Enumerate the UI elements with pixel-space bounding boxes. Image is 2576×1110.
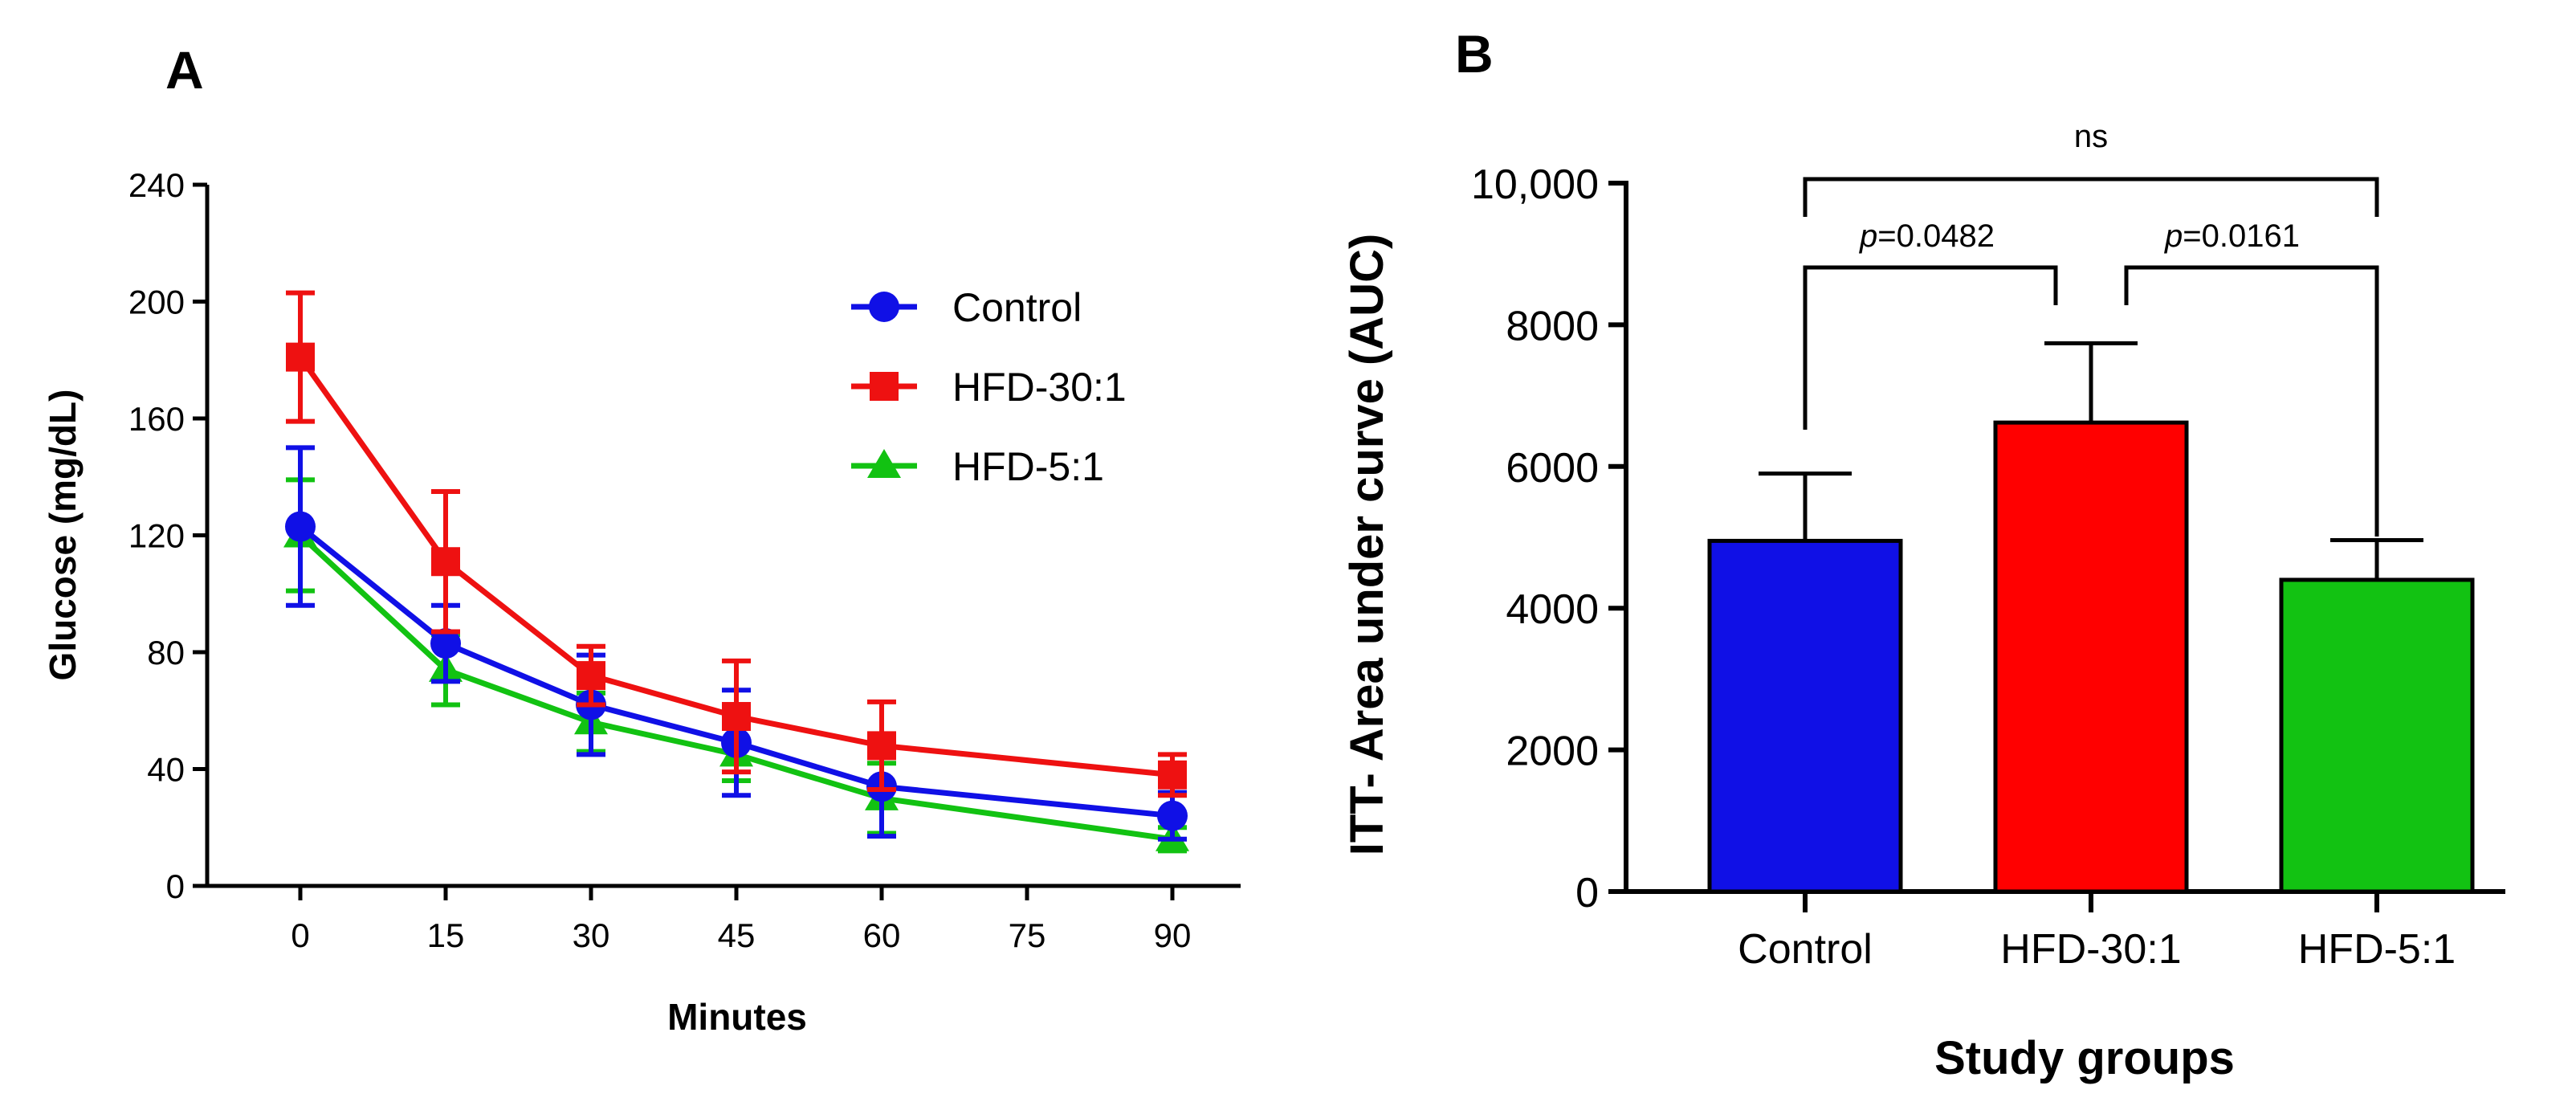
- panel-a-x-ticks: 0 15 30 45 60 75 90: [291, 886, 1191, 954]
- series-line: [298, 533, 1173, 843]
- series-control: [285, 445, 1188, 842]
- data-point: [430, 628, 461, 659]
- p-value-label: ns: [2074, 119, 2108, 154]
- legend-marker: [869, 292, 899, 322]
- data-point: [722, 702, 751, 732]
- series-line: [298, 355, 1173, 778]
- panel-a-y-ticks: 0 40 80 120 160 200 240: [128, 166, 207, 905]
- p-value-label: p=0.0161: [2164, 218, 2300, 254]
- y-tick-label: 240: [128, 166, 185, 204]
- panel-label-a: A: [165, 40, 204, 100]
- p-value: =0.0161: [2183, 218, 2300, 254]
- y-tick-label: 120: [128, 517, 185, 555]
- y-tick-label: 80: [147, 634, 185, 671]
- legend-entry: HFD-30:1: [851, 365, 1127, 410]
- panel-label-b: B: [1455, 24, 1494, 84]
- series-hfd-30-1: [286, 290, 1187, 798]
- legend-label: Control: [952, 285, 1082, 330]
- bar-group-hfd-5-1: [2279, 538, 2475, 894]
- panel-a-x-axis-title: Minutes: [667, 996, 807, 1038]
- panel-b-y-axis-title: ITT- Area under curve (AUC): [1341, 234, 1393, 856]
- p-value: =0.0482: [1877, 218, 1995, 254]
- bar-group-control: [1707, 471, 1903, 894]
- panel-b-bars: [1707, 341, 2475, 894]
- x-tick-label: 90: [1154, 916, 1192, 954]
- bar-group-hfd-30-1: [1993, 341, 2189, 894]
- x-tick-label: 0: [291, 916, 309, 954]
- data-point: [1157, 800, 1188, 831]
- data-point: [577, 661, 605, 691]
- significance-bracket: p=0.0161: [2124, 218, 2379, 537]
- x-tick-label: 45: [718, 916, 756, 954]
- legend-marker: [870, 372, 899, 401]
- y-tick-label: 8000: [1506, 303, 1599, 349]
- y-tick-label: 4000: [1506, 586, 1599, 633]
- x-tick-label: 30: [573, 916, 610, 954]
- series-line: [298, 524, 1173, 819]
- legend-entry: Control: [851, 285, 1082, 330]
- significance-bracket: ns: [1803, 119, 2379, 217]
- y-tick-label: 200: [128, 284, 185, 321]
- y-tick-label: 6000: [1506, 445, 1599, 492]
- panel-b-x-axis-title: Study groups: [1934, 1032, 2235, 1084]
- bracket-line: [1803, 265, 2058, 430]
- y-tick-label: 2000: [1506, 728, 1599, 775]
- p-value-label: p=0.0482: [1859, 218, 1995, 254]
- panel-a-y-axis-title: Glucose (mg/dL): [42, 390, 84, 681]
- x-tick-label: 60: [863, 916, 901, 954]
- data-point: [285, 511, 316, 542]
- panel-a-series: [283, 290, 1189, 854]
- y-tick-label: 10,000: [1471, 161, 1599, 208]
- x-tick-label: 15: [427, 916, 465, 954]
- x-tick-label: 75: [1009, 916, 1046, 954]
- legend-marker: [867, 449, 901, 478]
- data-point: [431, 547, 460, 577]
- data-point: [286, 342, 315, 372]
- x-tick-label: HFD-5:1: [2298, 926, 2456, 973]
- y-tick-label: 0: [166, 867, 185, 905]
- panel-b-x-ticks: Control HFD-30:1 HFD-5:1: [1738, 892, 2456, 973]
- p-symbol: p: [2164, 218, 2183, 254]
- significance-bracket: p=0.0482: [1803, 218, 2058, 430]
- legend-label: HFD-30:1: [952, 365, 1127, 410]
- bar: [2279, 577, 2475, 894]
- data-point: [1158, 760, 1187, 790]
- x-tick-label: HFD-30:1: [2000, 926, 2181, 973]
- legend-label: HFD-5:1: [952, 444, 1104, 489]
- p-symbol: p: [1859, 218, 1877, 254]
- panel-b-y-ticks: 0 2000 4000 6000 8000 10,000: [1471, 161, 1626, 916]
- bar: [1993, 420, 2189, 894]
- data-point: [867, 731, 896, 761]
- panel-a-legend: Control HFD-30:1 HFD-5:1: [851, 285, 1127, 489]
- panel-b-bar-chart: 0 2000 4000 6000 8000 10,000 Control HFD-30:1 H…: [1341, 119, 2505, 1084]
- x-tick-label: Control: [1738, 926, 1873, 973]
- y-tick-label: 40: [147, 751, 185, 789]
- y-tick-label: 160: [128, 400, 185, 438]
- bracket-line: [2124, 265, 2379, 537]
- legend-entry: HFD-5:1: [851, 444, 1104, 489]
- panel-a-line-chart: 0 40 80 120 160 200 240 0 15 30 45 60 75 90 Control H…: [42, 166, 1241, 1038]
- bracket-line: [1803, 177, 2379, 217]
- y-tick-label: 0: [1575, 870, 1599, 916]
- bar: [1707, 538, 1903, 894]
